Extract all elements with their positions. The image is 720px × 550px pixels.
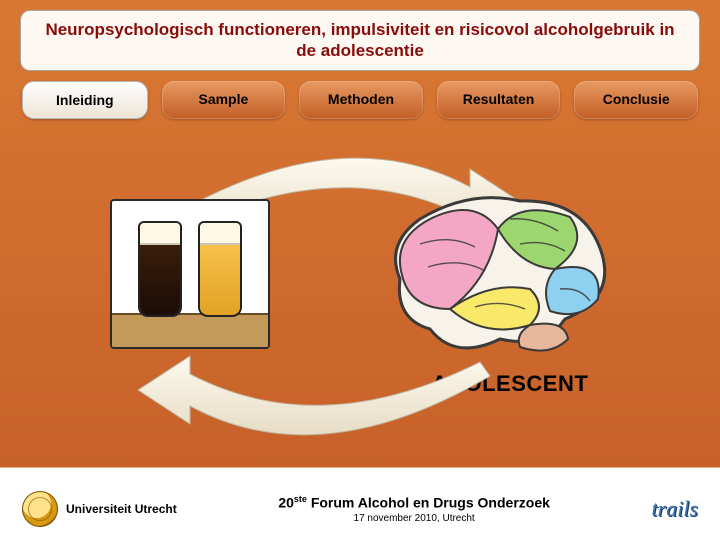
footer-subtitle: 17 november 2010, Utrecht [177,513,652,524]
university-logo: Universiteit Utrecht [22,491,177,527]
beer-glass-light [198,221,242,317]
footer-rest: Forum Alcohol en Drugs Onderzoek [307,495,550,511]
university-seal-icon [22,491,58,527]
tab-methoden[interactable]: Methoden [299,81,423,119]
tab-inleiding[interactable]: Inleiding [22,81,148,119]
tabs: Inleiding Sample Methoden Resultaten Con… [22,81,698,119]
arrow-bottom-icon [130,354,510,454]
diagram-canvas: ADOLESCENT [0,119,720,439]
tab-sample[interactable]: Sample [162,81,286,119]
footer-title: 20ste Forum Alcohol en Drugs Onderzoek [177,494,652,511]
trails-logo: trails [652,496,698,522]
footer-ordinal: ste [294,494,307,504]
university-name: Universiteit Utrecht [66,502,177,516]
footer-prefix: 20 [278,495,294,511]
title-bar: Neuropsychologisch functioneren, impulsi… [20,10,700,71]
table-surface [112,313,268,347]
tab-resultaten[interactable]: Resultaten [437,81,561,119]
brain-icon [380,189,610,364]
beer-body-dark [140,245,180,315]
footer: Universiteit Utrecht 20ste Forum Alcohol… [0,468,720,550]
beer-glass-dark [138,221,182,317]
beer-body-light [200,245,240,315]
foam [200,223,240,245]
footer-center: 20ste Forum Alcohol en Drugs Onderzoek 1… [177,494,652,524]
beer-card [110,199,270,349]
page-title: Neuropsychologisch functioneren, impulsi… [35,19,685,62]
tab-conclusie[interactable]: Conclusie [574,81,698,119]
foam [140,223,180,245]
